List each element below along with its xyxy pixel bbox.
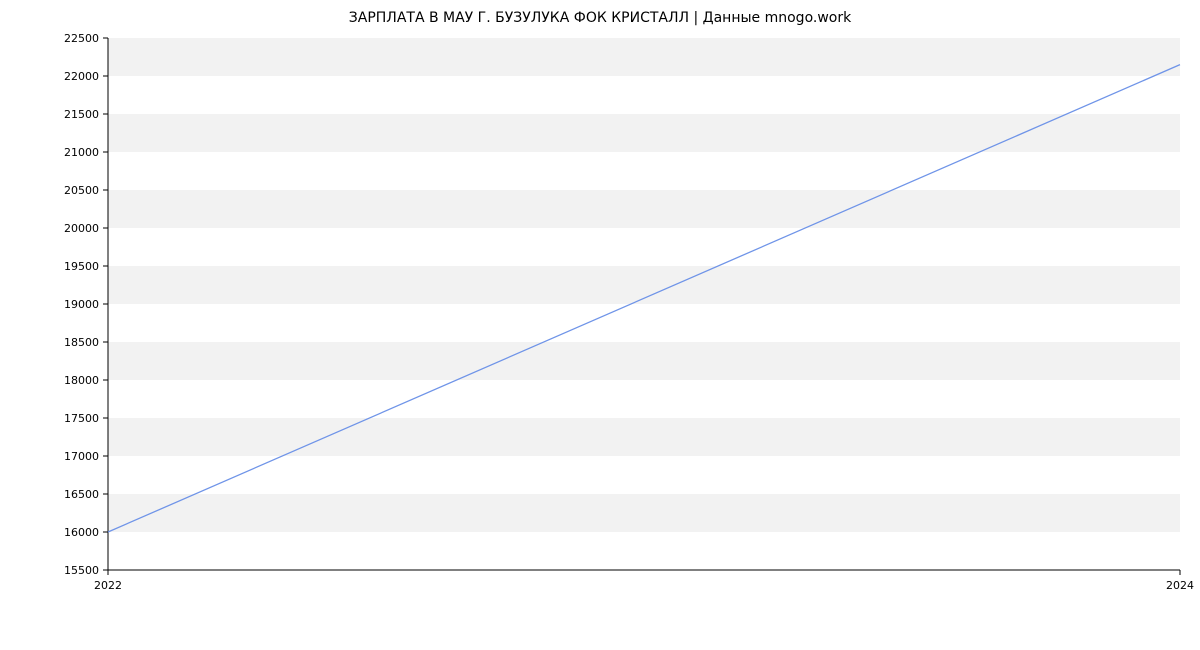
y-tick-label: 22500	[64, 32, 99, 45]
grid-band	[108, 418, 1180, 456]
y-tick-label: 20500	[64, 184, 99, 197]
y-tick-label: 18000	[64, 374, 99, 387]
y-tick-label: 22000	[64, 70, 99, 83]
grid-band	[108, 114, 1180, 152]
grid-band	[108, 342, 1180, 380]
y-tick-label: 17500	[64, 412, 99, 425]
y-tick-label: 17000	[64, 450, 99, 463]
salary-line-chart: ЗАРПЛАТА В МАУ Г. БУЗУЛУКА ФОК КРИСТАЛЛ …	[0, 0, 1200, 650]
y-tick-label: 18500	[64, 336, 99, 349]
x-tick-label: 2022	[94, 579, 122, 592]
x-tick-label: 2024	[1166, 579, 1194, 592]
y-tick-label: 19000	[64, 298, 99, 311]
chart-title: ЗАРПЛАТА В МАУ Г. БУЗУЛУКА ФОК КРИСТАЛЛ …	[0, 10, 1200, 26]
y-tick-label: 20000	[64, 222, 99, 235]
y-tick-label: 16000	[64, 526, 99, 539]
y-tick-label: 21000	[64, 146, 99, 159]
chart-svg: 15500 16000 16500 17000 17500 18000 18500 19000…	[0, 0, 1200, 650]
y-tick-label: 19500	[64, 260, 99, 273]
grid-band	[108, 190, 1180, 228]
y-tick-label: 16500	[64, 488, 99, 501]
y-tick-label: 15500	[64, 564, 99, 577]
y-tick-label: 21500	[64, 108, 99, 121]
grid-band	[108, 494, 1180, 532]
grid-band	[108, 38, 1180, 76]
